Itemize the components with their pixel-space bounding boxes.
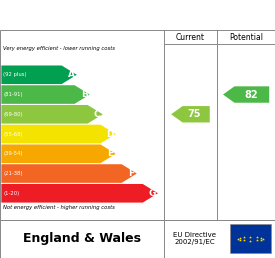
Text: G: G	[148, 189, 156, 198]
Text: EU Directive
2002/91/EC: EU Directive 2002/91/EC	[173, 232, 216, 245]
Text: (81-91): (81-91)	[3, 92, 23, 97]
Text: (21-38): (21-38)	[3, 171, 23, 176]
Text: Very energy efficient - lower running costs: Very energy efficient - lower running co…	[3, 46, 115, 51]
Text: (69-80): (69-80)	[3, 112, 23, 117]
Text: F: F	[128, 169, 135, 178]
Text: (39-54): (39-54)	[3, 151, 23, 156]
Polygon shape	[1, 125, 116, 143]
Text: E: E	[108, 149, 114, 158]
Text: 82: 82	[244, 90, 258, 100]
Text: Energy Efficiency Rating: Energy Efficiency Rating	[8, 9, 192, 22]
Text: (1-20): (1-20)	[3, 191, 20, 196]
Polygon shape	[1, 105, 103, 124]
Polygon shape	[1, 184, 158, 203]
Text: (55-68): (55-68)	[3, 132, 23, 136]
Polygon shape	[171, 106, 210, 123]
Text: Current: Current	[176, 33, 205, 42]
Polygon shape	[1, 164, 137, 183]
Text: C: C	[94, 110, 101, 119]
Text: B: B	[81, 90, 87, 99]
Text: A: A	[68, 70, 75, 79]
Polygon shape	[1, 144, 116, 163]
Polygon shape	[223, 86, 269, 103]
Text: D: D	[106, 130, 114, 139]
Polygon shape	[1, 85, 90, 104]
Text: Potential: Potential	[229, 33, 263, 42]
Bar	[230, 224, 271, 253]
Text: England & Wales: England & Wales	[23, 232, 141, 245]
Text: 75: 75	[188, 109, 201, 119]
Text: (92 plus): (92 plus)	[3, 72, 27, 77]
Text: Not energy efficient - higher running costs: Not energy efficient - higher running co…	[3, 205, 115, 210]
Polygon shape	[1, 66, 77, 84]
